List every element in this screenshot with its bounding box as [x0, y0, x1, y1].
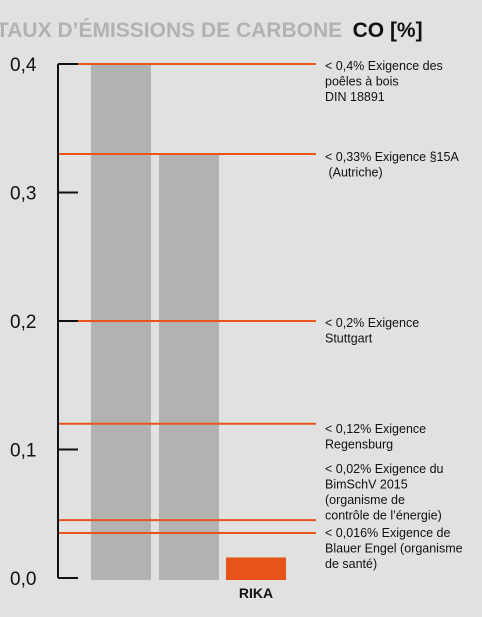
y-tick-label: 0,0 [10, 569, 36, 590]
annotation-line: contrôle de l’énergie) [325, 509, 442, 523]
chart-title-unit: CO [%] [353, 19, 423, 42]
reference-annotation-4: < 0,12% Exigence Regensburg [325, 422, 426, 452]
annotation-line: < 0,4% Exigence des [325, 59, 443, 73]
y-tick-label: 0,1 [10, 441, 36, 462]
annotations-layer: < 0,4% Exigence des poêles à bois DIN 1889… [325, 59, 463, 571]
category-label: RIKA [239, 585, 273, 601]
annotation-line: (Autriche) [325, 166, 383, 180]
reference-annotation-3: < 0,2% Exigence Stuttgart [325, 316, 419, 346]
annotation-line: < 0,12% Exigence [325, 422, 426, 436]
annotation-line: BimSchV 2015 [325, 478, 408, 492]
y-axis: 0,0 0,1 0,2 0,3 0,4 [10, 55, 78, 590]
bar-2 [159, 153, 219, 580]
annotation-line: Regensburg [325, 438, 393, 452]
annotation-line: < 0,2% Exigence [325, 316, 419, 330]
annotation-line: < 0,02% Exigence du [325, 462, 444, 476]
reference-annotation-5: < 0,02% Exigence du BimSchV 2015 (organism… [325, 462, 444, 523]
annotation-line: poêles à bois [325, 75, 399, 89]
y-tick-label: 0,4 [10, 55, 37, 76]
annotation-line: (organisme de [325, 493, 405, 507]
annotation-line: Blauer Engel (organisme [325, 542, 463, 556]
annotation-line: Stuttgart [325, 332, 373, 346]
annotation-line: < 0,33% Exigence §15A [325, 150, 459, 164]
chart-title-main: TAUX D’ÉMISSIONS DE CARBONE [0, 19, 342, 42]
reference-annotation-2: < 0,33% Exigence §15A (Autriche) [325, 150, 459, 180]
reference-lines-layer [58, 63, 316, 535]
reference-annotation-1: < 0,4% Exigence des poêles à bois DIN 1889… [325, 59, 443, 104]
y-tick-label: 0,3 [10, 184, 36, 205]
reference-annotation-6: < 0,016% Exigence de Blauer Engel (organi… [325, 526, 463, 571]
annotation-line: DIN 18891 [325, 90, 385, 104]
category-labels-layer: RIKA [239, 585, 273, 601]
annotation-line: de santé) [325, 557, 377, 571]
chart-title: TAUX D’ÉMISSIONS DE CARBONE CO [%] [0, 19, 423, 42]
annotation-line: < 0,016% Exigence de [325, 526, 450, 540]
y-tick-label: 0,2 [10, 312, 36, 333]
bar-3 [226, 557, 286, 580]
